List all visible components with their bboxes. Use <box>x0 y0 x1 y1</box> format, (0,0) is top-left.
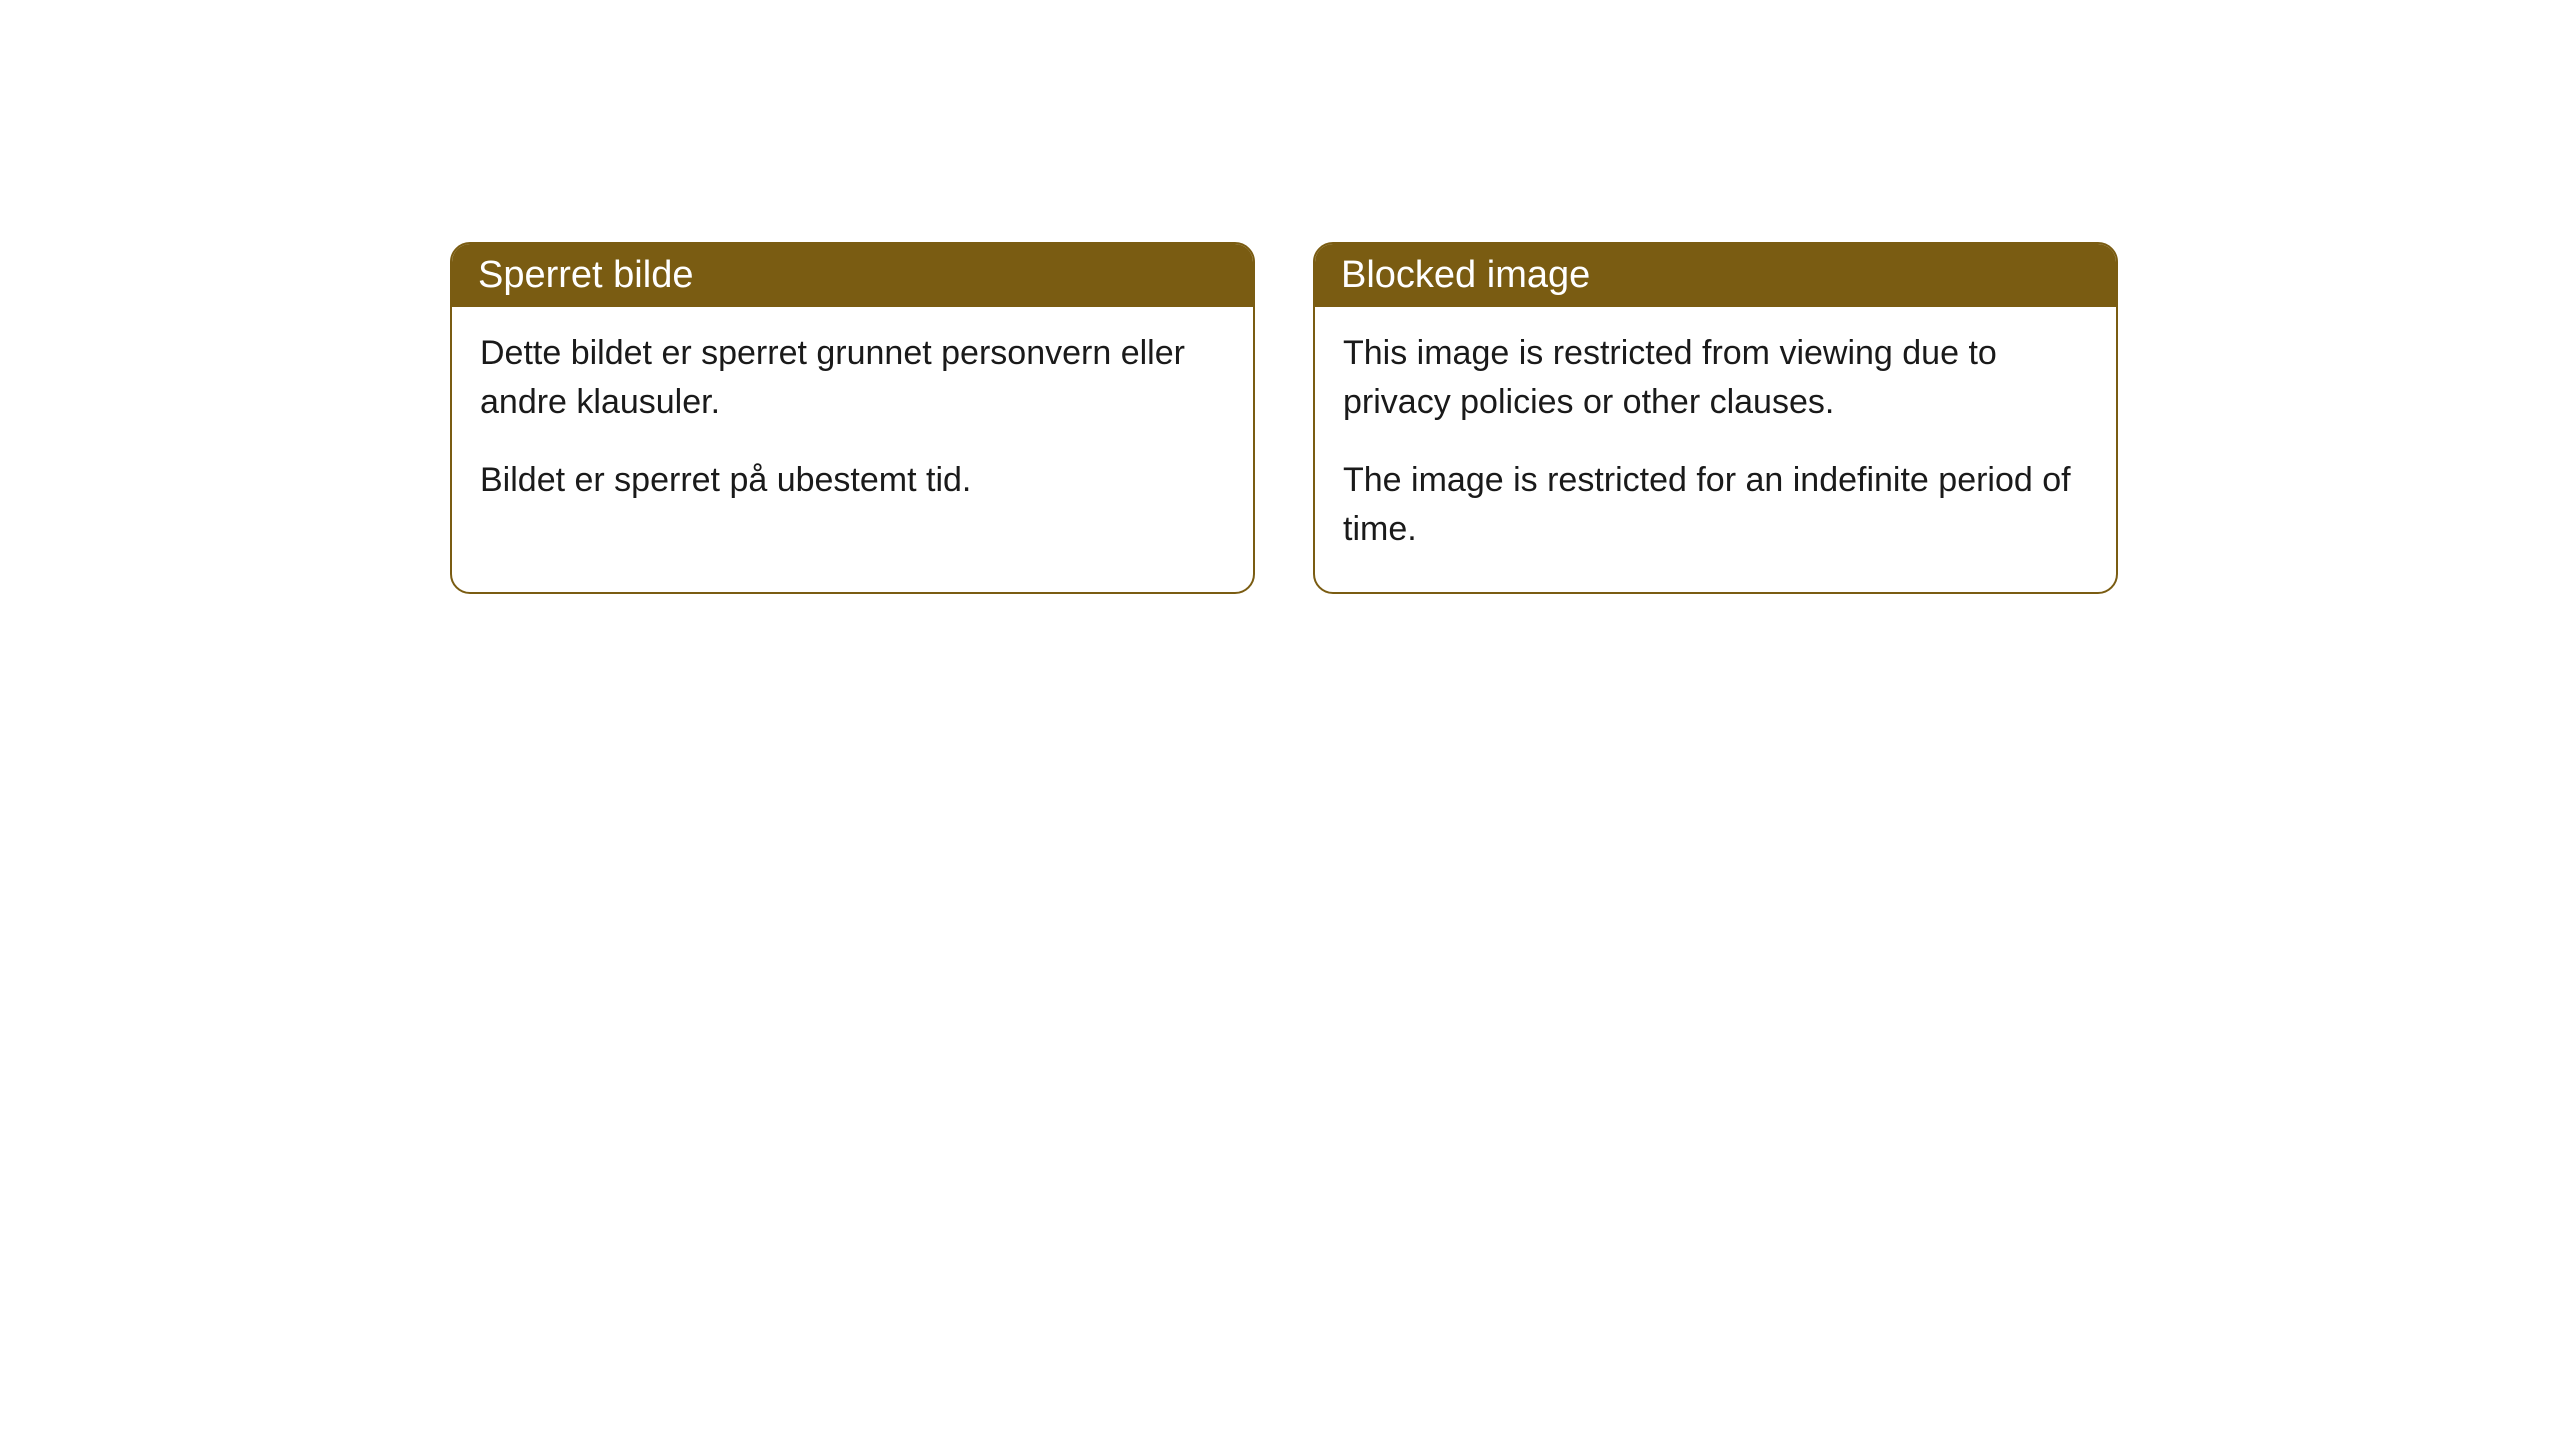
card-header-norwegian: Sperret bilde <box>452 244 1253 307</box>
card-text-line1: This image is restricted from viewing du… <box>1343 329 2088 428</box>
card-text-line2: The image is restricted for an indefinit… <box>1343 456 2088 555</box>
cards-container: Sperret bilde Dette bildet er sperret gr… <box>450 242 2118 594</box>
card-norwegian: Sperret bilde Dette bildet er sperret gr… <box>450 242 1255 594</box>
card-text-line2: Bildet er sperret på ubestemt tid. <box>480 456 1225 505</box>
card-body-english: This image is restricted from viewing du… <box>1315 307 2116 592</box>
card-english: Blocked image This image is restricted f… <box>1313 242 2118 594</box>
card-header-english: Blocked image <box>1315 244 2116 307</box>
card-body-norwegian: Dette bildet er sperret grunnet personve… <box>452 307 1253 543</box>
card-text-line1: Dette bildet er sperret grunnet personve… <box>480 329 1225 428</box>
